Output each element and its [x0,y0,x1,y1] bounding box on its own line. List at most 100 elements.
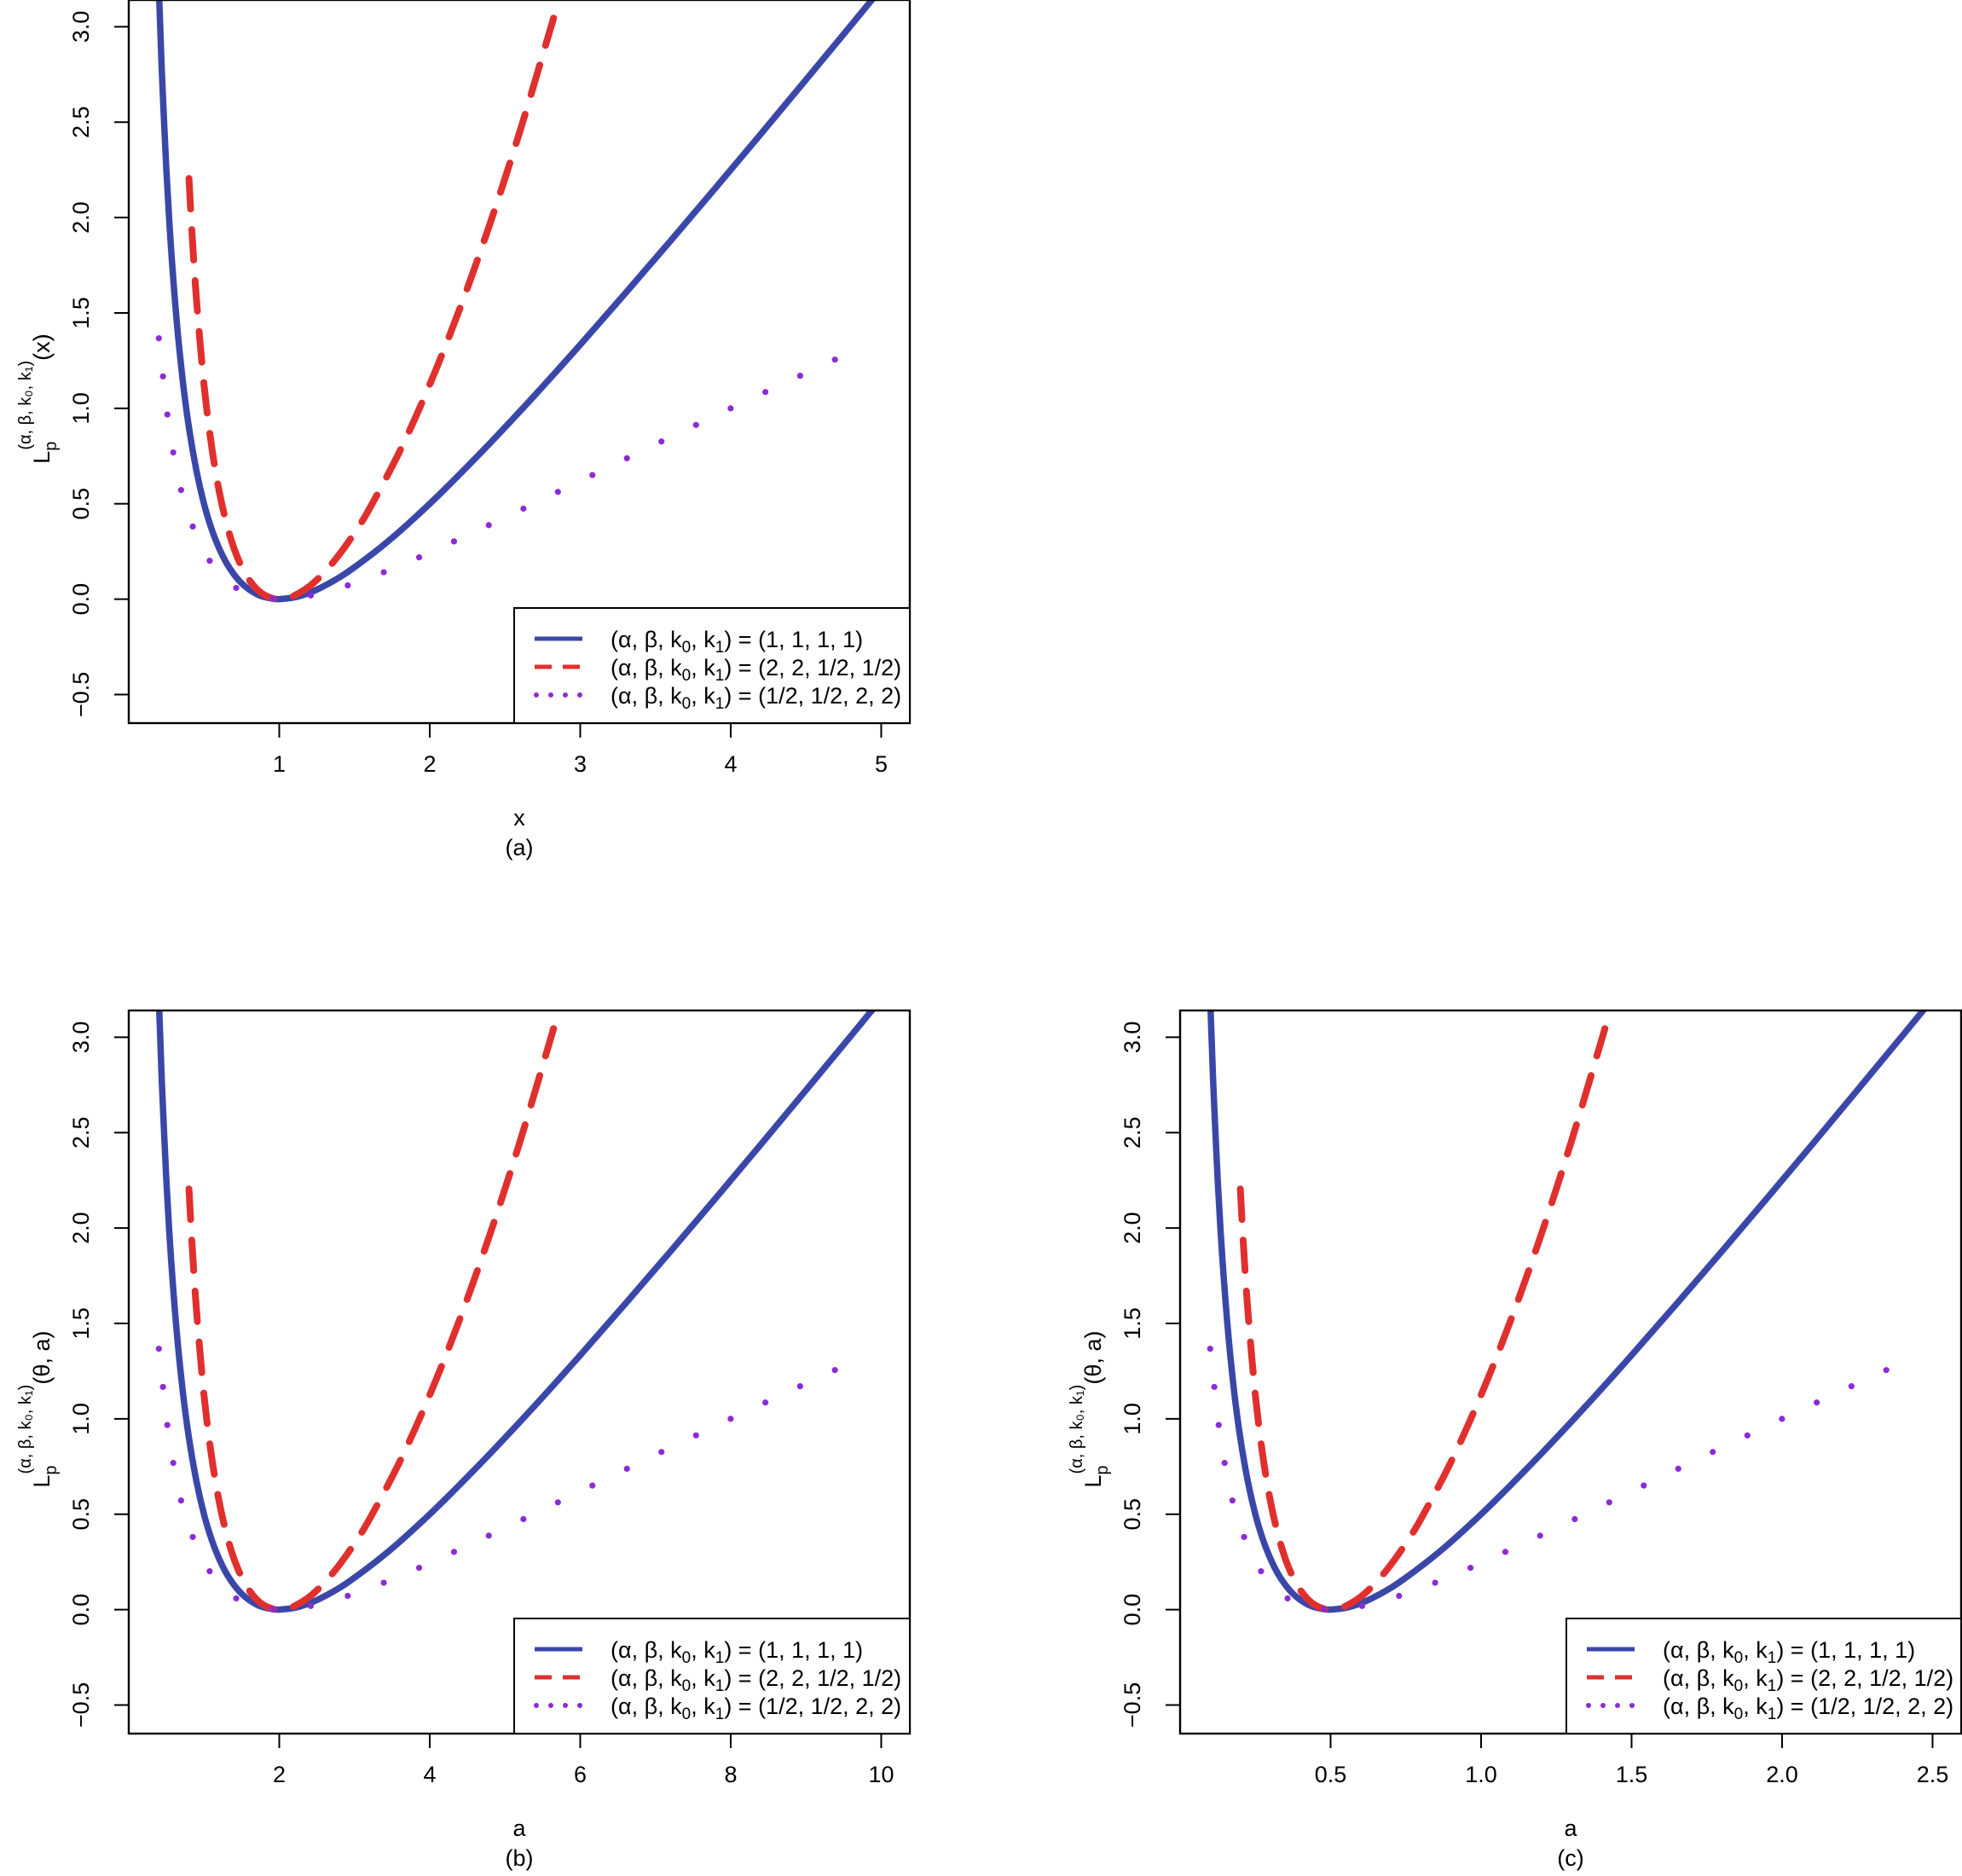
series-2-point [155,1346,162,1352]
x-tick-label: 4 [724,751,737,777]
legend-swatch-dot [563,1703,568,1708]
y-label-sub: p [42,1465,61,1474]
series-1-line [185,1025,558,1613]
series-2-point [692,1432,699,1439]
series-1-line [1236,1025,1609,1613]
panel-b: 2 4 6 8 10 −0.5 0.0 0.5 1.0 1.5 2.0 2.5 3.0 a (b) Lp (α,… [16,1009,912,1871]
series-2-point [307,592,315,599]
series-2-point [189,523,196,530]
x-axis-label: a [1564,1815,1577,1841]
y-tick-label: 1.5 [68,297,94,329]
series-2-point [415,554,423,561]
legend: (α, β, k0, k1) = (1, 1, 1, 1)(α, β, k0, … [1566,1618,1962,1734]
y-tick-label: 2.0 [1120,1212,1145,1244]
x-tick-label: 1.0 [1465,1762,1497,1787]
legend-box [513,1618,911,1734]
series-2-point [450,1549,458,1555]
legend-swatch-dot [534,1703,539,1708]
series-2-point [1358,1602,1366,1609]
series-2-point [344,582,351,589]
series-2-point [206,1568,213,1575]
x-tick-label: 2.0 [1766,1762,1798,1787]
series-2-point [307,1602,315,1609]
legend-swatch-dot [563,692,568,698]
legend-swatch-dot [577,1703,582,1708]
y-label-main: L [29,1475,55,1488]
x-tick-label: 6 [574,1762,587,1787]
series-2-point [727,1416,734,1422]
y-label-main: L [1080,1475,1106,1488]
legend: (α, β, k0, k1) = (1, 1, 1, 1) (α, β, k0, … [513,607,911,724]
x-tick-label: 2 [423,751,436,777]
series-2-point [796,373,803,379]
legend-label: (α, β, k0, k1) = (1/2, 1/2, 2, 2) [1663,1694,1953,1723]
series-2-point [1744,1432,1751,1439]
legend-label: (α, β, k0, k1) = (2, 2, 1/2, 1/2) [611,1665,901,1695]
legend-swatch-dot [548,1703,553,1708]
series-2-point [1675,1465,1681,1473]
series-2-point [1211,1383,1218,1391]
y-tick-label: 0.0 [68,583,94,616]
x-tick-label: 2 [273,1762,286,1787]
y-tick-label: 3.0 [68,11,94,43]
series-2-point [1814,1399,1820,1406]
y-tick-label: 2.0 [68,201,94,234]
y-tick-label: 0.5 [68,1498,94,1531]
y-label-sub: p [42,442,61,451]
series-2-point [177,1497,184,1504]
series-2-point [170,1460,177,1467]
series-group [155,0,877,603]
series-0-line [156,0,877,603]
y-tick-label: 0.5 [68,488,94,520]
y-label-sup: (α, β, k₀, k₁) [1068,1385,1086,1474]
legend-box [513,607,911,724]
legend-swatch-dot [1615,1703,1620,1708]
y-tick-label: −0.5 [68,672,94,717]
series-1-line [185,14,558,603]
series-2-point [344,1592,351,1600]
y-tick-label: 2.5 [68,106,94,138]
series-group [1207,1010,1928,1613]
series-2-point [1284,1595,1291,1602]
y-label-sub: p [1093,1465,1112,1474]
y-tick-label: 1.5 [1120,1307,1145,1340]
y-tick-label: −0.5 [68,1682,94,1728]
legend-swatch-dot [577,692,582,698]
series-2-point [1207,1346,1213,1352]
series-2-point [1215,1421,1222,1428]
x-tick-label: 1.5 [1616,1762,1648,1787]
x-axis-label: x [513,805,525,831]
series-2-point [1537,1532,1543,1539]
series-2-point [692,421,699,428]
x-tick-label: 0.5 [1315,1762,1347,1787]
y-axis-label: Lp (α, β, k₀, k₁)(θ, a) [1068,1331,1112,1488]
series-2-point [520,1515,527,1523]
y-tick-label: −0.5 [1120,1682,1145,1728]
series-2-point [1848,1383,1855,1390]
series-2-point [658,1449,665,1456]
series-2-point [269,595,276,602]
panel-label: (b) [506,1845,534,1871]
series-2-point [164,1421,171,1428]
series-2-point [164,411,171,418]
legend-label: (α, β, k0, k1) = (2, 2, 1/2, 1/2) [1663,1665,1953,1695]
series-0-line [156,1010,877,1613]
series-2-point [554,489,561,495]
legend-label: (α, β, k0, k1) = (1, 1, 1, 1) [611,627,863,657]
series-2-point [415,1565,423,1572]
series-2-point [796,1383,803,1390]
series-2-point [1641,1482,1647,1489]
series-2-point [189,1533,196,1541]
series-2-point [1221,1460,1228,1467]
panel-label: (a) [506,835,534,860]
y-tick-label: 3.0 [1120,1022,1145,1054]
y-label-sup: (α, β, k₀, k₁) [16,1385,35,1474]
y-axis-label: Lp (α, β, k₀, k₁)(θ, a) [16,1331,61,1488]
y-tick-label: 0.0 [1120,1594,1145,1626]
legend-label: (α, β, k0, k1) = (1/2, 1/2, 2, 2) [611,683,901,713]
series-2-point [762,1399,769,1406]
x-tick-label: 2.5 [1917,1762,1949,1787]
series-2-point [623,455,630,462]
